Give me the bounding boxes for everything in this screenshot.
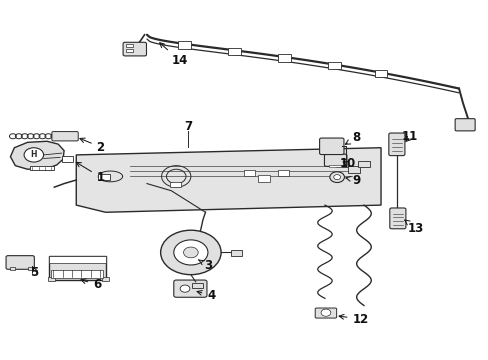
Bar — [191, 283, 202, 288]
Text: 12: 12 — [338, 312, 368, 326]
Bar — [10, 267, 15, 270]
Text: 2: 2 — [80, 138, 104, 153]
Bar — [374, 70, 386, 77]
Bar — [277, 170, 289, 176]
Bar — [27, 267, 32, 270]
FancyBboxPatch shape — [123, 42, 146, 56]
Bar — [30, 166, 54, 170]
FancyBboxPatch shape — [357, 161, 369, 167]
FancyBboxPatch shape — [6, 256, 34, 269]
FancyBboxPatch shape — [388, 133, 404, 156]
FancyBboxPatch shape — [319, 138, 343, 154]
Bar — [258, 175, 269, 182]
Polygon shape — [10, 141, 64, 169]
Bar — [49, 256, 105, 263]
FancyBboxPatch shape — [454, 119, 474, 131]
Text: 8: 8 — [345, 131, 360, 144]
Text: 4: 4 — [197, 289, 215, 302]
FancyBboxPatch shape — [389, 208, 405, 229]
FancyBboxPatch shape — [324, 154, 346, 166]
Bar — [329, 165, 341, 167]
Polygon shape — [76, 148, 380, 212]
Bar — [62, 156, 73, 162]
Bar — [49, 256, 105, 280]
Text: 6: 6 — [81, 278, 101, 291]
Circle shape — [333, 175, 340, 180]
Text: 13: 13 — [404, 220, 424, 235]
FancyBboxPatch shape — [347, 166, 359, 173]
Text: 3: 3 — [198, 259, 212, 272]
Text: 7: 7 — [184, 121, 192, 134]
Bar — [98, 174, 110, 180]
Circle shape — [24, 148, 43, 162]
Circle shape — [329, 172, 344, 183]
FancyBboxPatch shape — [315, 308, 336, 318]
Bar — [51, 270, 103, 278]
Bar — [327, 62, 340, 69]
Text: 14: 14 — [160, 43, 188, 67]
Text: 1: 1 — [76, 162, 104, 184]
Circle shape — [180, 285, 189, 292]
Circle shape — [183, 247, 198, 258]
Text: 11: 11 — [401, 130, 418, 144]
Bar — [48, 277, 55, 282]
FancyBboxPatch shape — [173, 280, 206, 297]
Circle shape — [321, 309, 330, 316]
Circle shape — [160, 230, 221, 275]
Bar — [102, 277, 109, 282]
Bar — [126, 49, 133, 52]
Bar — [243, 170, 255, 176]
Bar — [178, 41, 190, 49]
FancyBboxPatch shape — [335, 161, 347, 167]
Bar — [227, 48, 240, 55]
Text: H: H — [31, 150, 37, 159]
Circle shape — [173, 240, 207, 265]
Bar — [170, 182, 181, 187]
Bar — [277, 54, 290, 62]
Bar — [230, 249, 241, 256]
Text: 9: 9 — [345, 174, 360, 186]
Bar — [126, 44, 133, 47]
Text: 10: 10 — [339, 157, 355, 170]
FancyBboxPatch shape — [52, 132, 78, 141]
Text: 5: 5 — [30, 266, 38, 279]
